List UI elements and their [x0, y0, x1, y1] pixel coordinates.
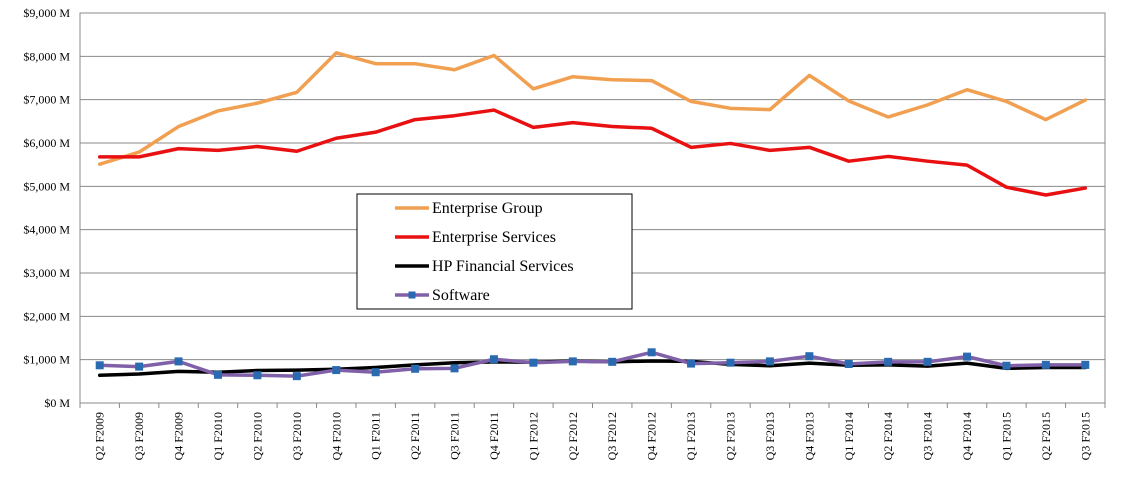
x-tick-label: Q3 F2013: [763, 412, 777, 460]
series-point: [489, 355, 498, 364]
x-tick-label: Q3 F2009: [132, 412, 146, 460]
x-tick-label: Q1 F2014: [842, 412, 856, 460]
x-tick-label: Q4 F2010: [329, 412, 343, 460]
y-axis: $0 M $1,000 M $2,000 M $3,000 M $4,000 M $5,0…: [23, 6, 70, 410]
series-point: [332, 366, 341, 375]
series-point: [963, 352, 972, 361]
x-tick-label: Q3 F2015: [1078, 412, 1092, 460]
series-point: [450, 364, 459, 373]
legend-label: Enterprise Group: [432, 200, 543, 217]
x-tick-label: Q1 F2013: [684, 412, 698, 460]
y-tick-label: $1,000 M: [23, 353, 70, 367]
x-tick-label: Q1 F2010: [211, 412, 225, 460]
series-point: [411, 364, 420, 373]
series-line-enterprise-services: [97, 108, 1088, 197]
legend: Enterprise Group Enterprise Services HP Fi…: [356, 193, 633, 310]
y-tick-label: $5,000 M: [23, 179, 70, 193]
series-point: [1081, 360, 1090, 369]
x-tick-label: Q1 F2012: [526, 412, 540, 460]
y-tick-label: $2,000 M: [23, 309, 70, 323]
x-tick-label: Q2 F2013: [723, 412, 737, 460]
x-tick-label: Q1 F2015: [999, 412, 1013, 460]
series-point: [884, 357, 893, 366]
x-tick-label: Q4 F2009: [172, 412, 186, 460]
y-tick-label: $8,000 M: [23, 49, 70, 63]
y-tick-label: $9,000 M: [23, 6, 70, 20]
series-point: [647, 348, 656, 357]
series-point: [923, 357, 932, 366]
x-tick-label: Q4 F2014: [960, 412, 974, 460]
x-tick-label: Q2 F2015: [1039, 412, 1053, 460]
series-point: [687, 359, 696, 368]
series-point: [1002, 361, 1011, 370]
series-point: [174, 357, 183, 366]
series-point: [844, 360, 853, 368]
x-tick-label: Q2 F2010: [250, 412, 264, 460]
x-tick-label: Q2 F2012: [566, 412, 580, 460]
series-line-software: [97, 350, 1088, 378]
x-tick-label: Q2 F2011: [408, 412, 422, 460]
x-tick-label: Q2 F2014: [881, 412, 895, 460]
series-line-enterprise-group: [97, 51, 1088, 166]
x-tick-label: Q3 F2010: [290, 412, 304, 460]
series-point: [371, 368, 380, 377]
y-tick-label: $7,000 M: [23, 93, 70, 107]
x-tick-label: Q1 F2011: [369, 412, 383, 460]
series-point: [805, 352, 814, 361]
y-tick-label: $4,000 M: [23, 223, 70, 237]
legend-label: HP Financial Services: [432, 258, 574, 275]
y-tick-label: $3,000 M: [23, 266, 70, 280]
series-point: [1041, 360, 1050, 369]
x-axis: Q2 F2009 Q3 F2009 Q4 F2009 Q1 F2010 Q2 F2010…: [79, 403, 1106, 460]
series-point: [95, 361, 104, 370]
series-point: [765, 357, 774, 366]
series-point: [568, 357, 577, 366]
x-tick-label: Q3 F2014: [921, 412, 935, 460]
series-point: [726, 358, 735, 367]
series-point: [529, 358, 538, 367]
legend-label: Software: [432, 287, 490, 304]
plot-border: [79, 12, 1106, 404]
x-tick-label: Q3 F2011: [448, 412, 462, 460]
y-tick-label: $0 M: [44, 396, 70, 410]
series-point: [292, 372, 301, 381]
x-tick-label: Q4 F2012: [645, 412, 659, 460]
x-tick-label: Q3 F2012: [605, 412, 619, 460]
legend-label: Enterprise Services: [432, 229, 556, 246]
x-tick-label: Q4 F2013: [802, 412, 816, 460]
x-tick-label: Q2 F2009: [93, 412, 107, 460]
series-point: [135, 362, 144, 371]
series-point: [608, 357, 617, 366]
series-point: [253, 371, 262, 380]
y-tick-label: $6,000 M: [23, 136, 70, 150]
x-tick-label: Q4 F2011: [487, 412, 501, 460]
series-lines: [95, 51, 1090, 381]
series-point: [213, 370, 222, 379]
legend-marker: [408, 291, 416, 299]
legend-box: [356, 193, 633, 310]
